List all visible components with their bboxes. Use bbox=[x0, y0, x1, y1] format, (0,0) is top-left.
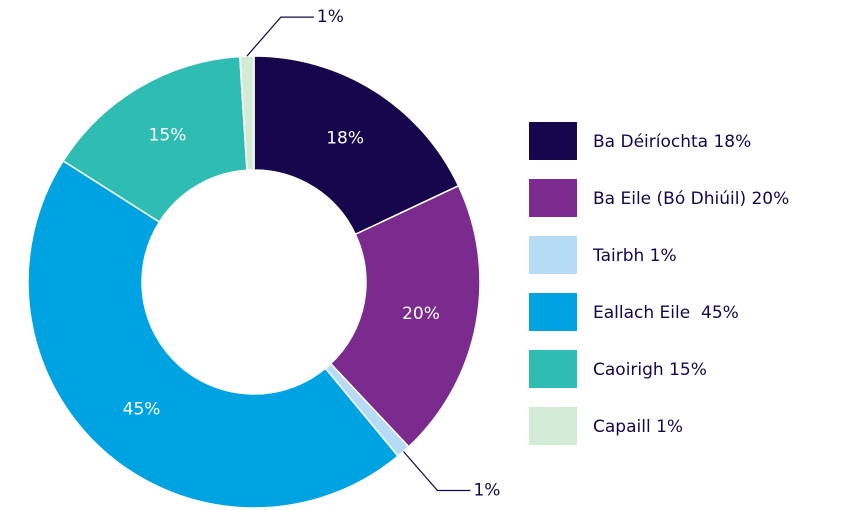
leader-line bbox=[246, 16, 314, 57]
legend-label: Ba Eile (Bó Dhiúil) 20% bbox=[593, 189, 789, 209]
slice-label: 1% bbox=[317, 7, 344, 27]
donut-slice bbox=[239, 55, 255, 172]
legend-swatch bbox=[529, 236, 577, 274]
legend-label: Ba Déiríochta 18% bbox=[593, 132, 751, 152]
slice-label: 1% bbox=[473, 481, 500, 501]
donut-slice bbox=[27, 159, 400, 509]
slice-label: 20% bbox=[402, 304, 440, 324]
legend-swatch bbox=[529, 179, 577, 217]
legend-label: Capaill 1% bbox=[593, 417, 683, 437]
donut-slice bbox=[62, 55, 248, 224]
legend-swatch bbox=[529, 293, 577, 331]
legend-swatch bbox=[529, 407, 577, 445]
donut-slice bbox=[329, 184, 481, 448]
slice-label: 18% bbox=[326, 128, 364, 148]
legend-swatch bbox=[529, 350, 577, 388]
leader-line bbox=[403, 451, 471, 492]
legend-swatch bbox=[529, 122, 577, 160]
legend-label: Eallach Eile 45% bbox=[593, 303, 739, 323]
legend-label: Caoirigh 15% bbox=[593, 360, 707, 380]
slice-label: 45% bbox=[123, 400, 161, 420]
slice-label: 15% bbox=[149, 126, 187, 146]
donut-slice bbox=[253, 55, 460, 236]
legend-label: Tairbh 1% bbox=[592, 246, 677, 266]
